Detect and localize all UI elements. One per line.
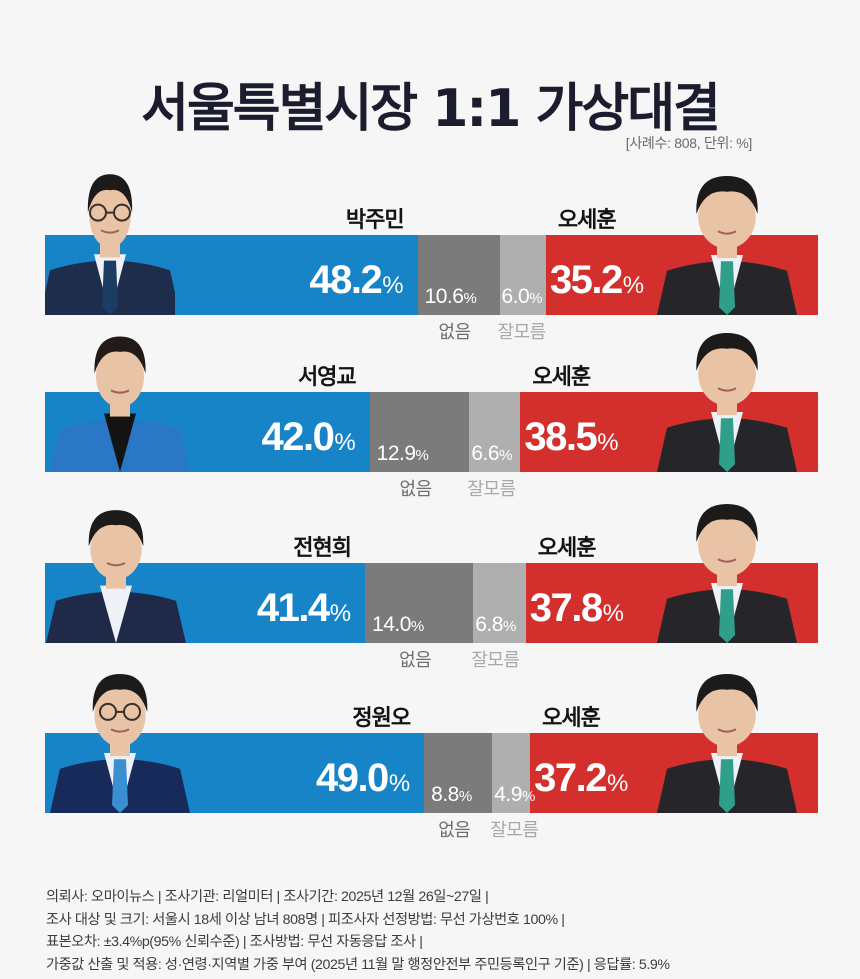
dont-know-label: 잘모름 (471, 650, 520, 671)
bar-segment-none (417, 235, 500, 315)
dont-know-label: 잘모름 (467, 479, 516, 500)
challenger-name: 서영교 (297, 365, 357, 390)
none-label: 없음 (438, 322, 472, 343)
incumbent-photo (637, 314, 817, 472)
incumbent-name: 오세훈 (532, 365, 591, 390)
challenger-photo (45, 155, 175, 315)
footnote-line: 조사 대상 및 크기: 서울시 18세 이상 남녀 808명 | 피조사자 선정… (46, 911, 565, 928)
dont-know-label: 잘모름 (497, 322, 547, 343)
challenger-photo (40, 655, 200, 813)
none-label: 없음 (399, 479, 433, 500)
bar-segment-none (424, 733, 493, 813)
incumbent-photo (637, 485, 817, 643)
incumbent-photo (637, 655, 817, 813)
matchup-row: 박주민 오세훈 (45, 208, 818, 315)
survey-footnote: 의뢰사: 오마이뉴스 | 조사기관: 리얼미터 | 조사기간: 2025년 12… (46, 886, 670, 976)
incumbent-name: 오세훈 (557, 208, 617, 233)
challenger-photo (45, 318, 195, 472)
dont-know-label: 잘모름 (490, 820, 539, 841)
footnote-line: 가중값 산출 및 적용: 성·연령·지역별 가중 부여 (2025년 11월 말… (46, 956, 670, 973)
bar-segment-dont-know (499, 235, 546, 315)
challenger-name: 박주민 (345, 208, 405, 233)
sample-meta: [사례수: 808, 단위: %] (625, 135, 753, 151)
incumbent-name: 오세훈 (537, 536, 597, 561)
challenger-name: 전현희 (293, 536, 352, 561)
footnote-line: 표본오차: ±3.4%p(95% 신뢰수준) | 조사방법: 무선 자동응답 조… (46, 934, 423, 950)
challenger-name: 정원오 (352, 706, 411, 731)
bar-segment-dont-know (492, 733, 531, 813)
bar-segment-dont-know (473, 563, 526, 643)
incumbent-photo (637, 157, 817, 315)
bar-segment-none (369, 392, 470, 472)
footnote-line: 의뢰사: 오마이뉴스 | 조사기관: 리얼미터 | 조사기간: 2025년 12… (46, 889, 489, 905)
none-label: 없음 (399, 650, 432, 671)
bar-segment-dont-know (469, 392, 521, 472)
bar-segment-none (365, 563, 474, 643)
chart-title: 서울특별시장 1:1 가상대결 (141, 79, 721, 139)
incumbent-name: 오세훈 (542, 706, 601, 731)
challenger-photo (36, 492, 196, 643)
none-label: 없음 (438, 820, 471, 841)
